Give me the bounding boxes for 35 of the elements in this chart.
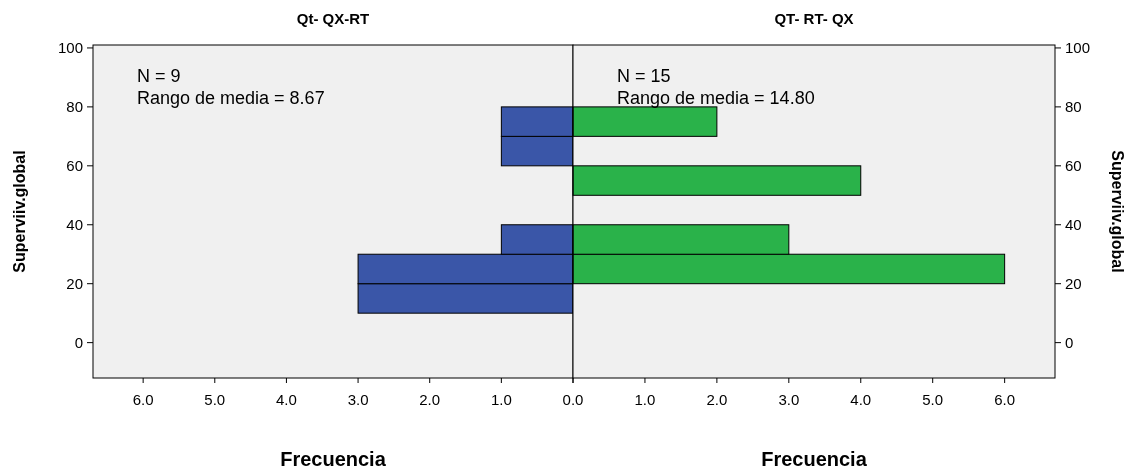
annotation: N = 15 xyxy=(617,66,671,86)
x-tick-label: 1.0 xyxy=(490,391,512,408)
y-tick-label: 0 xyxy=(74,333,83,351)
x-tick-label: 3.0 xyxy=(778,391,800,408)
y-tick-label: 40 xyxy=(1065,216,1082,234)
x-tick-label: 1.0 xyxy=(634,391,656,408)
x-tick-label: 6.0 xyxy=(132,391,154,408)
x-tick-label: 5.0 xyxy=(204,391,226,408)
x-tick-label: 2.0 xyxy=(706,391,728,408)
y-tick-label: 100 xyxy=(1065,39,1091,57)
x-axis-title: Frecuencia xyxy=(761,448,868,470)
y-tick-label: 80 xyxy=(1065,98,1082,116)
y-tick-label: 20 xyxy=(66,274,83,292)
annotation: Rango de media = 8.67 xyxy=(137,88,325,108)
annotation: N = 9 xyxy=(137,66,181,86)
x-tick-label: 4.0 xyxy=(850,391,872,408)
y-tick-label: 20 xyxy=(1065,274,1082,292)
chart-title: Qt- QX-RT xyxy=(296,10,370,27)
annotation: Rango de media = 14.80 xyxy=(617,88,815,108)
y-axis-title: Superviiv.global xyxy=(11,150,28,273)
y-tick-label: 100 xyxy=(57,39,83,57)
x-tick-label: 5.0 xyxy=(922,391,944,408)
x-tick-label: 4.0 xyxy=(276,391,297,408)
x-tick-label: 6.0 xyxy=(994,391,1016,408)
x-axis-title: Frecuencia xyxy=(280,448,387,470)
chart-title: QT- RT- QX xyxy=(774,10,854,27)
y-axis-title: Superviiv.global xyxy=(1109,150,1126,273)
y-tick-label: 60 xyxy=(66,157,83,175)
y-tick-label: 60 xyxy=(1065,157,1082,175)
y-tick-label: 0 xyxy=(1065,333,1074,351)
x-tick-label: 0.0 xyxy=(562,391,584,408)
y-tick-label: 80 xyxy=(66,98,83,116)
y-tick-label: 40 xyxy=(66,216,83,234)
x-tick-label: 3.0 xyxy=(347,391,369,408)
x-tick-label: 2.0 xyxy=(419,391,441,408)
